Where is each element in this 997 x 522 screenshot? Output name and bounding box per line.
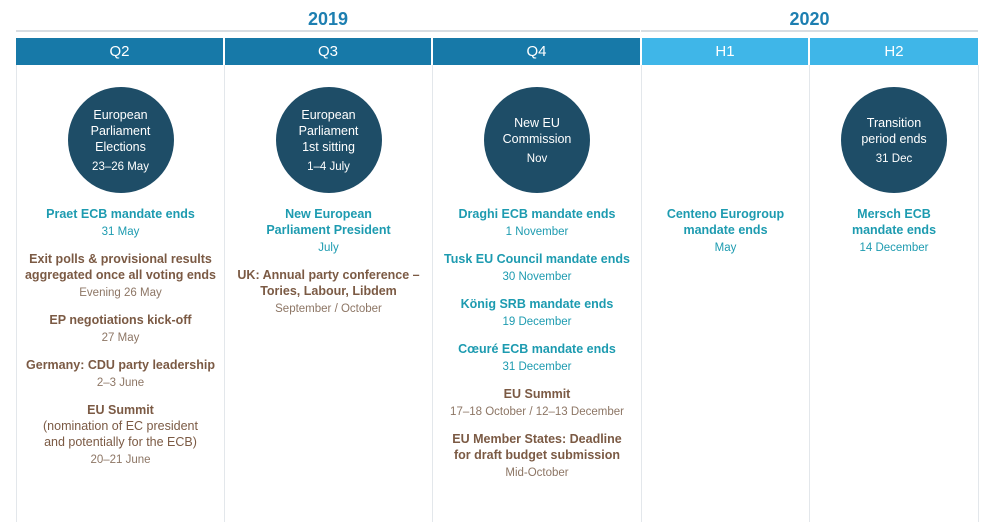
- event-item: Draghi ECB mandate ends 1 November: [433, 206, 641, 241]
- event-title: Draghi ECB mandate ends: [458, 207, 616, 221]
- event-title: UK: Annual party conference – Tories, La…: [237, 268, 420, 298]
- event-date: September / October: [275, 303, 382, 315]
- milestone-title: Transition period ends: [861, 116, 927, 146]
- event-item: EU Summit (nomination of EC president an…: [17, 402, 224, 469]
- event-date: 19 December: [502, 316, 572, 328]
- event-item: UK: Annual party conference – Tories, La…: [225, 267, 432, 318]
- event-item: Exit polls & provisional results aggrega…: [17, 251, 224, 302]
- year-2019-divider: [16, 30, 640, 32]
- event-date: 27 May: [101, 332, 140, 344]
- event-date: 31 December: [502, 361, 572, 373]
- column-h1: Centeno Eurogroup mandate ends May: [641, 65, 809, 522]
- event-date: July: [318, 242, 339, 254]
- event-list: Draghi ECB mandate ends 1 November Tusk …: [433, 206, 641, 492]
- event-title: EP negotiations kick-off: [49, 313, 192, 327]
- period-header-q4: Q4: [433, 38, 640, 65]
- milestone-circle-transition-ends: Transition period ends 31 Dec: [841, 87, 947, 193]
- year-2020: 2020: [789, 9, 830, 29]
- event-list: New European Parliament President July U…: [225, 206, 432, 328]
- milestone-date: Nov: [526, 153, 548, 165]
- event-item: EU Summit 17–18 October / 12–13 December: [433, 386, 641, 421]
- event-item: König SRB mandate ends 19 December: [433, 296, 641, 331]
- event-title: König SRB mandate ends: [460, 297, 614, 311]
- column-q4: New EU Commission Nov Draghi ECB mandate…: [432, 65, 641, 522]
- event-list: Praet ECB mandate ends 31 May Exit polls…: [17, 206, 224, 479]
- milestone-date: 23–26 May: [92, 161, 149, 173]
- event-title: Cœuré ECB mandate ends: [458, 342, 616, 356]
- event-item: Centeno Eurogroup mandate ends May: [642, 206, 809, 257]
- event-title: EU Summit: [87, 403, 154, 417]
- event-item: Praet ECB mandate ends 31 May: [17, 206, 224, 241]
- event-date: 17–18 October / 12–13 December: [450, 406, 624, 418]
- event-item: New European Parliament President July: [225, 206, 432, 257]
- event-title: Praet ECB mandate ends: [46, 207, 195, 221]
- event-item: Germany: CDU party leadership 2–3 June: [17, 357, 224, 392]
- event-title: Germany: CDU party leadership: [26, 358, 215, 372]
- event-title: EU Member States: Deadline for draft bud…: [452, 432, 622, 462]
- event-date: 1 November: [505, 226, 569, 238]
- event-date: 31 May: [101, 226, 140, 238]
- event-date: Mid-October: [505, 467, 569, 479]
- period-header-h1: H1: [642, 38, 808, 65]
- event-item: Tusk EU Council mandate ends 30 November: [433, 251, 641, 286]
- event-item: Cœuré ECB mandate ends 31 December: [433, 341, 641, 376]
- milestone-title: European Parliament Elections: [90, 108, 151, 154]
- event-title: Tusk EU Council mandate ends: [444, 252, 630, 266]
- event-title: EU Summit: [503, 387, 571, 401]
- event-item: EP negotiations kick-off 27 May: [17, 312, 224, 347]
- year-2019: 2019: [307, 9, 349, 29]
- event-title: New European Parliament President: [266, 207, 391, 237]
- event-subtitle: (nomination of EC president and potentia…: [43, 419, 198, 449]
- event-date: 30 November: [502, 271, 572, 283]
- milestone-date: 31 Dec: [875, 153, 913, 165]
- milestone-title: European Parliament 1st sitting: [298, 108, 359, 154]
- period-header-h2: H2: [810, 38, 978, 65]
- event-list: Mersch ECB mandate ends 14 December: [810, 206, 978, 267]
- period-header-q3: Q3: [225, 38, 431, 65]
- event-date: May: [714, 242, 737, 254]
- column-q3: European Parliament 1st sitting 1–4 July…: [224, 65, 432, 522]
- milestone-circle-ep-elections: European Parliament Elections 23–26 May: [67, 87, 174, 193]
- event-date: 20–21 June: [90, 454, 151, 466]
- event-date: 2–3 June: [96, 377, 145, 389]
- event-item: Mersch ECB mandate ends 14 December: [810, 206, 978, 257]
- column-h2: Transition period ends 31 Dec Mersch ECB…: [809, 65, 979, 522]
- event-date: Evening 26 May: [79, 287, 162, 299]
- event-title: Mersch ECB mandate ends: [851, 207, 937, 237]
- event-item: EU Member States: Deadline for draft bud…: [433, 431, 641, 482]
- year-2020-divider: [641, 30, 978, 32]
- column-q2: European Parliament Elections 23–26 May …: [16, 65, 224, 522]
- event-date: 14 December: [859, 242, 929, 254]
- milestone-date: 1–4 July: [307, 161, 350, 173]
- event-title: Exit polls & provisional results aggrega…: [24, 252, 216, 282]
- event-list: Centeno Eurogroup mandate ends May: [642, 206, 809, 267]
- milestone-title: New EU Commission: [502, 116, 572, 146]
- milestone-circle-ep-first-sitting: European Parliament 1st sitting 1–4 July: [275, 87, 382, 193]
- event-title: Centeno Eurogroup mandate ends: [666, 207, 785, 237]
- milestone-circle-new-eu-commission: New EU Commission Nov: [484, 87, 590, 193]
- period-header-q2: Q2: [16, 38, 223, 65]
